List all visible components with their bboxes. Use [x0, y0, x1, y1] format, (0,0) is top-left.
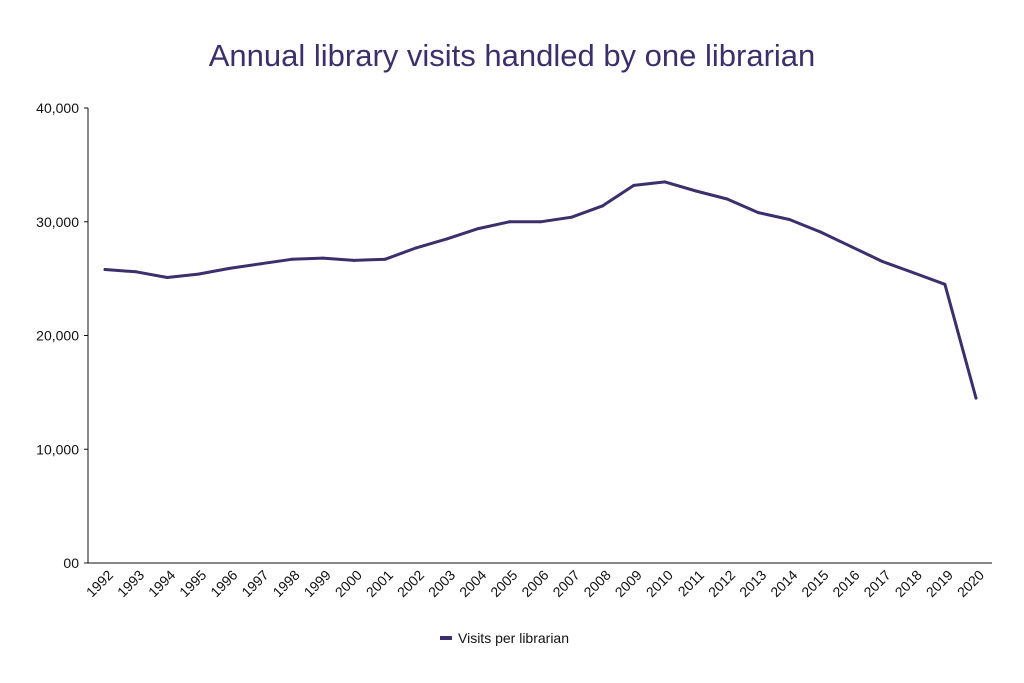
data-point [445, 237, 449, 241]
x-tick-label: 1994 [145, 567, 178, 600]
x-tick-label: 2003 [425, 567, 458, 600]
data-point [476, 227, 480, 231]
chart-title: Annual library visits handled by one lib… [209, 38, 816, 73]
data-point [818, 230, 822, 234]
data-point [974, 396, 978, 400]
data-point [290, 257, 294, 261]
axes [87, 108, 992, 564]
data-point [134, 270, 138, 274]
data-point [259, 262, 263, 266]
x-tick-label: 2012 [705, 567, 738, 600]
x-tick-label: 2011 [675, 567, 708, 600]
y-tick-label: 30,000 [36, 214, 79, 230]
data-point [850, 245, 854, 249]
data-point [570, 215, 574, 219]
x-tick-label: 1997 [238, 567, 271, 600]
data-point [352, 258, 356, 262]
y-tick-label: 20,000 [36, 328, 79, 344]
x-tick-label: 1996 [207, 567, 240, 600]
data-point [663, 180, 667, 184]
x-tick-label: 2002 [394, 567, 427, 600]
x-tick-label: 2015 [798, 567, 831, 600]
x-tick-label: 2017 [860, 567, 893, 600]
y-tick-label: 40,000 [36, 100, 79, 116]
x-tick-label: 2005 [487, 567, 520, 600]
x-tick-label: 2019 [923, 567, 956, 600]
legend-swatch [440, 636, 452, 640]
data-point [383, 257, 387, 261]
data-point [103, 268, 107, 272]
data-point [694, 189, 698, 193]
data-point [414, 246, 418, 250]
x-tick-label: 2000 [332, 567, 365, 600]
x-axis-ticks: 1992199319941995199619971998199920002001… [83, 567, 987, 600]
x-tick-label: 2013 [736, 567, 769, 600]
x-tick-label: 2009 [612, 567, 645, 600]
data-point [601, 204, 605, 208]
series-line [103, 180, 978, 400]
x-tick-label: 2006 [518, 567, 551, 600]
data-point [321, 256, 325, 260]
x-tick-label: 2001 [363, 567, 396, 600]
data-point [787, 217, 791, 221]
data-point [196, 272, 200, 276]
data-point [912, 271, 916, 275]
x-tick-label: 2014 [767, 567, 800, 600]
x-tick-label: 2020 [954, 567, 987, 600]
x-tick-label: 1993 [114, 567, 147, 600]
x-tick-label: 2008 [580, 567, 613, 600]
x-tick-label: 1998 [269, 567, 302, 600]
x-tick-label: 1992 [83, 567, 116, 600]
x-tick-label: 2016 [829, 567, 862, 600]
y-axis-ticks: 00 10,000 20,000 30,000 40,000 [36, 100, 88, 571]
x-tick-label: 2010 [643, 567, 676, 600]
series-layer [103, 180, 978, 400]
data-point [507, 220, 511, 224]
data-point [881, 260, 885, 264]
x-tick-label: 1999 [301, 567, 334, 600]
data-point [756, 211, 760, 215]
legend-label: Visits per librarian [458, 630, 569, 646]
x-tick-label: 2018 [892, 567, 925, 600]
data-point [539, 220, 542, 224]
x-tick-label: 1995 [176, 567, 209, 600]
data-point [725, 197, 729, 201]
x-tick-label: 2004 [456, 567, 489, 600]
y-tick-label: 00 [63, 555, 79, 571]
data-point [165, 275, 169, 279]
data-point [943, 282, 947, 286]
data-point [227, 266, 231, 270]
data-point [632, 183, 636, 187]
x-tick-label: 2007 [549, 567, 582, 600]
legend: Visits per librarian [440, 630, 569, 646]
y-tick-label: 10,000 [36, 441, 79, 457]
